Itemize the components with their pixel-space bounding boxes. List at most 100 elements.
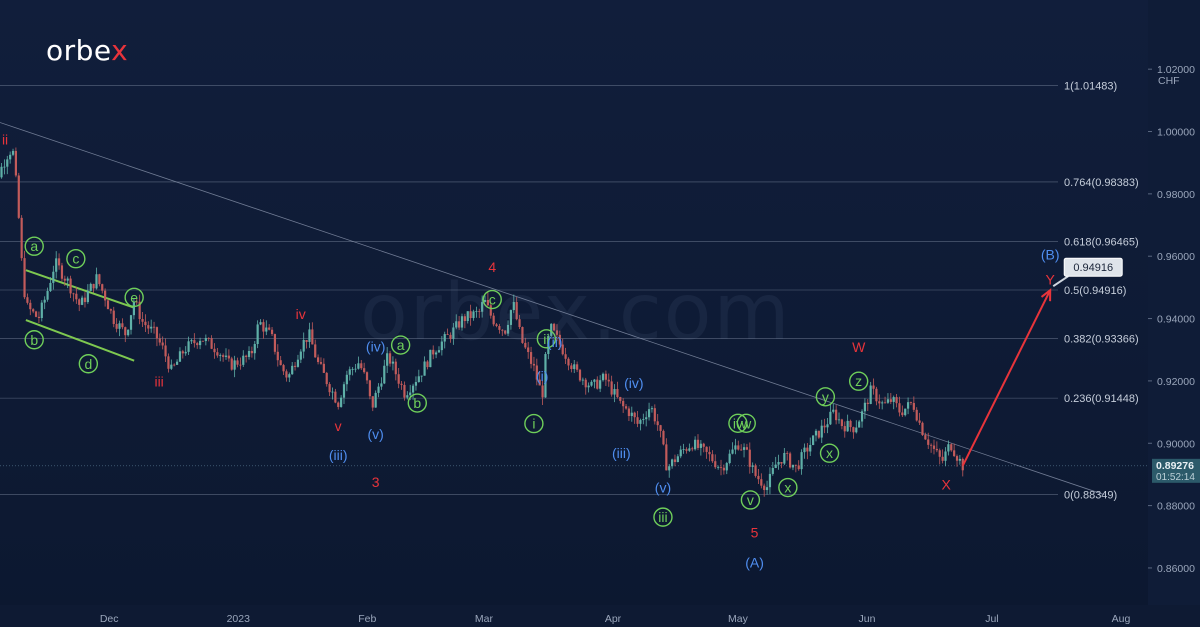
candle-body (201, 340, 205, 342)
candle-body (250, 350, 254, 354)
wave-label-text: (v) (367, 426, 383, 442)
candle-body (800, 452, 803, 470)
candle-body (458, 321, 461, 328)
candle-body (80, 297, 84, 305)
candle-body (351, 368, 354, 370)
candle-body (544, 354, 547, 398)
candle-body (711, 454, 714, 462)
candle-body (331, 391, 334, 393)
candles (0, 147, 964, 497)
candle-body (875, 388, 878, 402)
candle-body (253, 344, 256, 354)
candle-body (256, 324, 259, 345)
wave-label: ii (536, 329, 557, 349)
candle-body (78, 299, 81, 305)
x-tick-label: Apr (605, 613, 622, 625)
candle-body (518, 319, 521, 328)
candle-body (930, 444, 933, 446)
candle-body (481, 302, 484, 312)
candle-body (740, 449, 743, 451)
candle-body (314, 344, 317, 358)
candle-body (662, 430, 665, 445)
candle-body (668, 466, 671, 471)
y-tick-label: 0.86000 (1157, 563, 1195, 575)
candle-body (633, 412, 636, 418)
candle-body (596, 379, 599, 389)
candle-body (86, 290, 89, 303)
wave-label: 4 (488, 259, 496, 275)
wave-label-circle (78, 354, 99, 374)
candle-body (14, 150, 18, 176)
candle-body (417, 376, 420, 383)
y-tick-label: 1.00000 (1157, 127, 1195, 139)
candle-body (293, 365, 297, 367)
candle-body (207, 338, 210, 339)
candle-body (334, 391, 337, 403)
candle-body (161, 342, 164, 346)
candle-body (279, 360, 282, 366)
candle-body (270, 329, 274, 335)
candle-body (46, 291, 49, 300)
candle-body (420, 375, 423, 377)
candle-body (75, 293, 78, 300)
candle-body (127, 329, 130, 336)
candle-body (403, 384, 406, 398)
candle-body (216, 352, 219, 356)
candle-body (570, 365, 573, 370)
candle-body (527, 347, 530, 353)
wave-label-text: x (826, 445, 833, 461)
wave-label: (iv) (624, 375, 643, 391)
wave-label-text: (iii) (329, 447, 348, 463)
wave-label: x (819, 443, 840, 463)
wave-label: x (778, 477, 798, 498)
trendlines (0, 122, 1105, 496)
x-tick-label: May (728, 613, 749, 625)
candle-body (791, 464, 795, 468)
candle-body (604, 373, 607, 380)
candle-body (558, 334, 561, 345)
candle-body (578, 369, 582, 381)
wave-label-text: a (397, 337, 405, 353)
candle-body (259, 322, 262, 325)
candle-body (705, 446, 708, 452)
candle-body (449, 334, 452, 339)
candle-body (124, 327, 127, 336)
candle-body (763, 485, 766, 491)
wave-label-text: w (740, 415, 752, 431)
candle-body (34, 311, 38, 317)
fib-label: 0.5(0.94916) (1064, 285, 1126, 297)
candle-body (650, 408, 654, 410)
fib-grid: 1(1.01483) 0.764(0.98383) 0.618(0.96465) 0.… (0, 80, 1148, 502)
candle-body (760, 479, 763, 486)
candle-body (98, 274, 101, 285)
candle-body (268, 327, 271, 330)
candle-body (400, 383, 403, 385)
candle-body (757, 475, 760, 480)
candle-body (198, 340, 202, 346)
x-tick-label: Feb (358, 613, 376, 625)
wave-label: b (407, 393, 427, 413)
candle-body (325, 372, 328, 385)
candle-body (694, 439, 697, 450)
candle-body (564, 354, 567, 359)
candle-body (109, 309, 112, 311)
candle-body (11, 150, 15, 155)
candle-body (101, 284, 104, 291)
current-price-timer: 01:52:14 (1156, 472, 1195, 483)
candle-body (886, 399, 890, 403)
wave-label: iii (653, 507, 673, 527)
candle-body (656, 421, 659, 426)
candle-body (342, 384, 346, 398)
candle-body (714, 461, 717, 468)
candle-body (69, 278, 72, 294)
candle-body (892, 397, 895, 402)
wave-label: (v) (367, 426, 383, 442)
wave-label-text: (v) (655, 480, 671, 496)
candle-body (37, 316, 41, 319)
candle-body (52, 271, 55, 283)
candle-body (363, 368, 366, 373)
wave-label-circle (778, 477, 798, 498)
wave-label-circle (736, 413, 756, 434)
candle-body (909, 402, 913, 403)
